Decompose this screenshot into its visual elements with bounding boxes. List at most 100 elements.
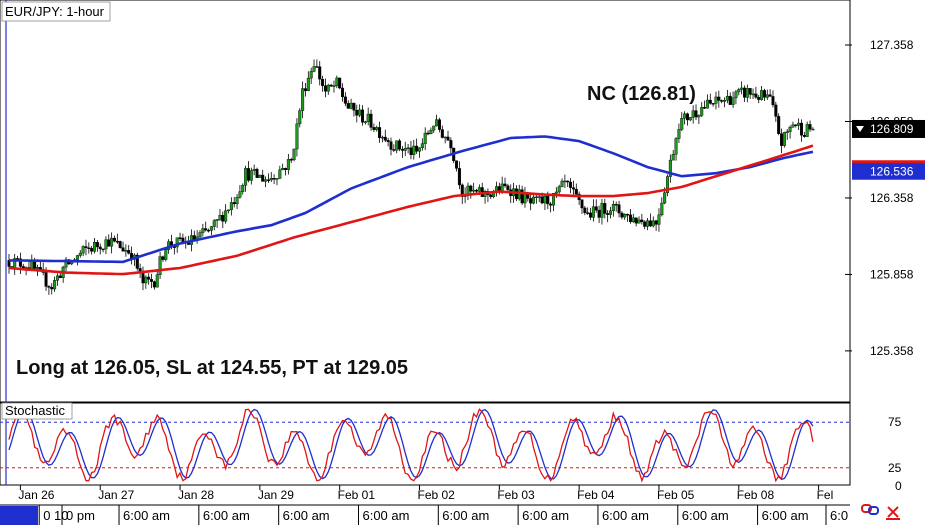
candle-body — [372, 127, 376, 130]
candle-body — [617, 204, 621, 214]
candle-body — [144, 276, 148, 284]
candle-body — [281, 168, 285, 171]
candle-body — [532, 196, 536, 204]
time-tick-label: 0 pm — [66, 508, 95, 523]
candle-body — [218, 215, 222, 220]
candle-body — [292, 148, 296, 160]
candle-body — [221, 215, 225, 222]
candle-body — [723, 100, 727, 102]
moving-average-line-2 — [8, 144, 814, 276]
candle-body — [674, 138, 678, 155]
candle-body — [523, 193, 527, 204]
candle-body — [303, 88, 307, 92]
candle-body — [392, 149, 396, 151]
candle-body — [301, 88, 305, 111]
candle-body — [546, 195, 550, 205]
chart-title: EUR/JPY: 1-hour — [5, 4, 105, 19]
candle-body — [563, 180, 567, 183]
candle-body — [791, 124, 795, 128]
candle-body — [472, 189, 476, 192]
candle-body — [246, 168, 250, 181]
time-tick-label: 6:00 am — [123, 508, 170, 523]
candle-body — [534, 196, 538, 199]
candle-body — [780, 133, 784, 146]
candle-body — [84, 246, 88, 248]
candle-body — [238, 191, 242, 198]
date-tick-label: Jan 28 — [178, 488, 214, 502]
candle-body — [580, 199, 584, 209]
candle-body — [352, 102, 356, 111]
candle-body — [597, 209, 601, 218]
candle-body — [714, 96, 718, 104]
candle-body — [30, 261, 34, 270]
candle-body — [249, 170, 253, 181]
candle-body — [683, 113, 687, 119]
candle-body — [540, 196, 544, 204]
date-tick-label: Feb 08 — [737, 488, 775, 502]
candle-body — [241, 185, 245, 192]
candle-body — [731, 97, 735, 105]
candle-body — [115, 240, 119, 243]
candle-body — [375, 127, 379, 130]
candle-body — [469, 185, 473, 192]
candle-body — [87, 247, 91, 249]
time-axis: 0 100 pm 6:00 am 6:00 am 6:00 am 6:00 am 6:00… — [0, 504, 850, 525]
candle-body — [788, 126, 792, 132]
candle-body — [318, 66, 322, 80]
candle-body — [648, 220, 652, 227]
candle-body — [412, 145, 416, 155]
candle-body — [272, 178, 276, 180]
candle-body — [600, 203, 604, 218]
candle-body — [589, 212, 593, 218]
candle-body — [751, 93, 755, 96]
chain-link-icon[interactable] — [861, 504, 879, 515]
candle-body — [740, 87, 744, 90]
scale-toggle-icon[interactable] — [886, 506, 900, 520]
candle-body — [18, 258, 22, 267]
candle-body — [614, 204, 618, 206]
candle-body — [666, 176, 670, 193]
date-axis: Jan 26 Jan 27 Jan 28 Jan 29 Feb 01 Feb 02 Feb … — [18, 485, 833, 502]
time-tick-label: 6:00 am — [682, 508, 729, 523]
candle-body — [235, 197, 239, 205]
candle-body — [104, 239, 108, 250]
candle-body — [742, 87, 746, 98]
candle-body — [785, 131, 789, 133]
candle-body — [107, 239, 111, 247]
candle-body — [671, 154, 675, 161]
candle-body — [660, 202, 664, 216]
candle-body — [811, 128, 815, 131]
candle-body — [762, 90, 766, 98]
candle-body — [503, 183, 507, 187]
candle-body — [574, 188, 578, 195]
candle-body — [654, 220, 658, 225]
candle-body — [138, 268, 142, 272]
candle-body — [663, 192, 667, 204]
candle-body — [403, 148, 407, 151]
candle-body — [338, 77, 342, 89]
candle-body — [275, 178, 279, 180]
candle-body — [794, 124, 798, 126]
candle-body — [728, 95, 732, 105]
time-tick-label: 6:00 am — [283, 508, 330, 523]
candle-body — [551, 193, 555, 206]
candle-body — [623, 213, 627, 218]
candle-body — [543, 195, 547, 204]
candle-body — [309, 71, 313, 79]
candle-body — [594, 206, 598, 211]
candle-body — [55, 275, 59, 281]
candle-body — [805, 124, 809, 137]
stochastic-k-line — [8, 408, 814, 483]
candle-body — [152, 281, 156, 288]
candle-body — [343, 96, 347, 104]
candle-body — [346, 103, 350, 109]
price-tick-label: 127.358 — [870, 38, 914, 52]
candle-body — [227, 209, 231, 212]
nc-annotation: NC (126.81) — [587, 83, 696, 105]
candle-body — [651, 220, 655, 227]
candle-body — [323, 85, 327, 92]
candle-body — [264, 179, 268, 182]
candle-body — [460, 184, 464, 197]
candle-body — [449, 140, 453, 149]
